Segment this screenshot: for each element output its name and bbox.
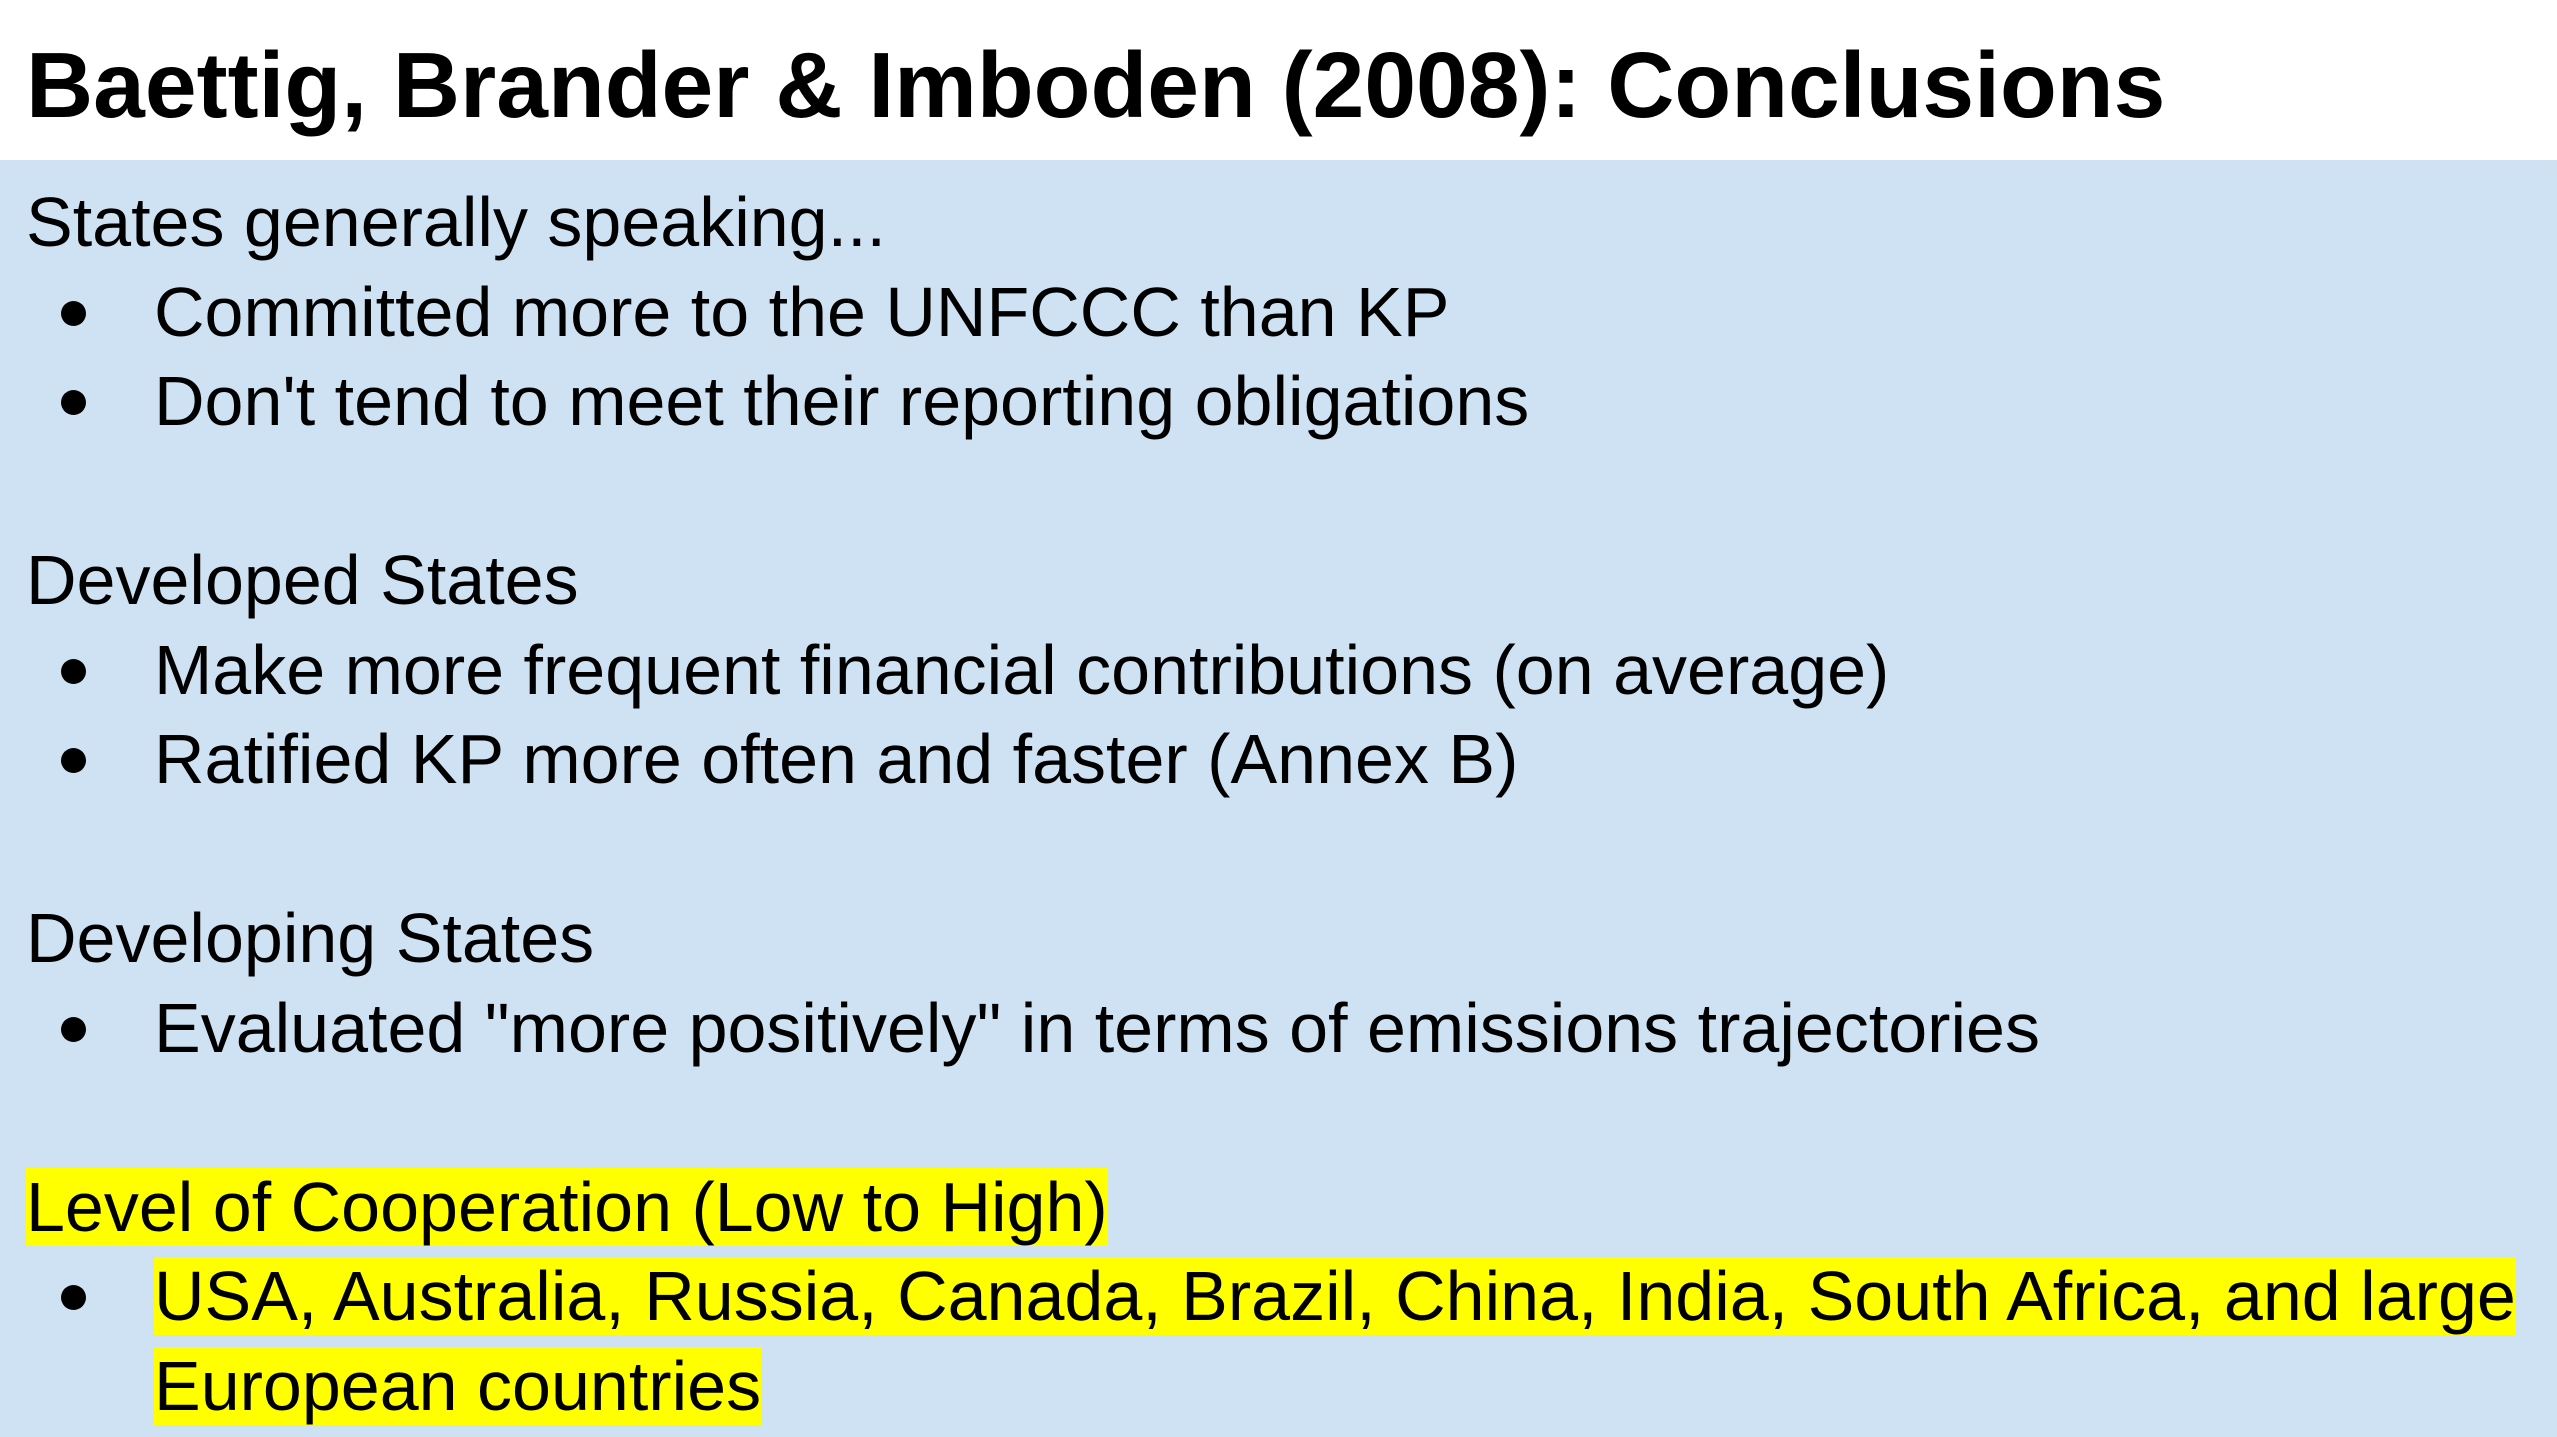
bullet-text: Don't tend to meet their reporting oblig… — [154, 362, 1530, 440]
spacer — [26, 447, 2536, 537]
bullet-icon — [61, 1285, 86, 1310]
highlighted-heading-text: Level of Cooperation (Low to High) — [26, 1167, 1108, 1246]
bullet-item: Make more frequent financial contributio… — [26, 626, 2536, 716]
bullet-item: Don't tend to meet their reporting oblig… — [26, 357, 2536, 447]
bullet-item: Ratified KP more often and faster (Annex… — [26, 715, 2536, 805]
slide-title: Baettig, Brander & Imboden (2008): Concl… — [26, 33, 2166, 137]
section-heading-developed: Developed States — [26, 541, 579, 619]
bullet-item: Evaluated "more positively" in terms of … — [26, 984, 2536, 1074]
section-heading-general: States generally speaking... — [26, 183, 886, 261]
bullet-text: Ratified KP more often and faster (Annex… — [154, 720, 1519, 798]
spacer — [26, 805, 2536, 895]
section-heading-developing: Developing States — [26, 899, 595, 977]
bullet-icon — [61, 1016, 86, 1042]
section-heading-cooperation: Level of Cooperation (Low to High) — [26, 1163, 2536, 1253]
bullet-text: Evaluated "more positively" in terms of … — [154, 988, 2040, 1067]
bullet-item: Committed more to the UNFCCC than KP — [26, 268, 2536, 358]
bullet-icon — [61, 748, 86, 773]
bullet-text: Make more frequent financial contributio… — [154, 630, 1890, 709]
bullet-icon — [61, 390, 86, 415]
title-bar: Baettig, Brander & Imboden (2008): Concl… — [0, 0, 2557, 160]
highlighted-bullet-text: USA, Australia, Russia, Canada, Brazil, … — [154, 1257, 2516, 1425]
bullet-text: Committed more to the UNFCCC than KP — [154, 272, 1450, 351]
spacer — [26, 1073, 2536, 1163]
bullet-icon — [61, 658, 86, 684]
bullet-icon — [61, 300, 86, 326]
bullet-item: USA, Australia, Russia, Canada, Brazil, … — [26, 1252, 2536, 1431]
slide-body: States generally speaking... Committed m… — [26, 178, 2536, 1431]
